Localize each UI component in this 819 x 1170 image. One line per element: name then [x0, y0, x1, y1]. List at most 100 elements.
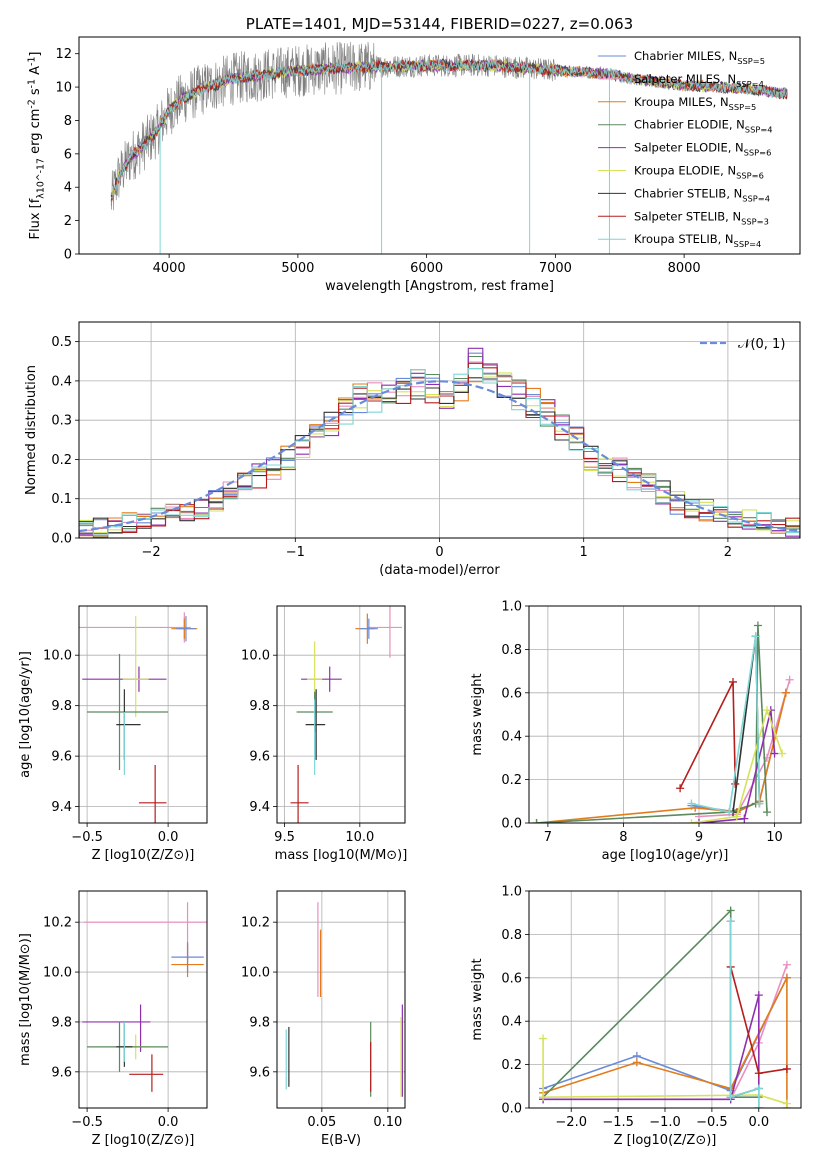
plot-area [539, 906, 791, 1108]
x-tick-label: 10 [766, 830, 783, 845]
legend-label: 𝒩(0, 1) [738, 337, 785, 352]
normal-curve [79, 380, 800, 533]
residual-histogram [79, 367, 800, 538]
weight-marker [782, 1099, 791, 1108]
age-vs-mass-panel: 9.5 10.0 9.4 9.6 9.8 10.0 mass [log10(M/M⊙)] [241, 605, 408, 863]
x-tick-label: −2.0 [555, 1115, 587, 1130]
y-tick-label: 9.4 [51, 800, 72, 815]
x-tick-label: 0.05 [307, 1115, 336, 1130]
axes-border [528, 605, 802, 824]
x-tick-label: 4000 [153, 261, 186, 276]
y-tick-label: 6 [64, 147, 72, 162]
y-tick-label: 0.0 [501, 1102, 522, 1117]
y-tick-label: 10.0 [241, 649, 270, 664]
legend-label: Kroupa MILES, NSSP=5 [634, 95, 756, 112]
y-tick-label: 9.8 [51, 699, 72, 714]
weight-marker [754, 1069, 763, 1078]
weight-marker [785, 675, 794, 684]
mass-weight-vs-metallicity-panel: −2.0 −1.5 −1.0 −0.5 0.0 0.0 0.2 0.4 0.6 0.8 1.0 Z [… [470, 885, 802, 1148]
y-axis-label: age [log10(age/yr)] [18, 651, 33, 778]
legend-label: Salpeter ELODIE, NSSP=6 [634, 141, 771, 158]
errorbar-point [367, 606, 402, 658]
weight-marker [753, 621, 762, 630]
weight-marker [770, 749, 779, 758]
x-tick-label: 8000 [668, 261, 701, 276]
y-tick-label: 0.8 [501, 643, 522, 658]
weight-marker [782, 973, 791, 982]
legend-label: Chabrier STELIB, NSSP=4 [634, 186, 770, 203]
weight-line [691, 636, 761, 814]
weight-marker [778, 749, 787, 758]
weight-marker [726, 1093, 735, 1102]
x-tick-label: 5000 [281, 261, 314, 276]
weight-marker [754, 991, 763, 1000]
y-tick-label: 0 [64, 248, 72, 263]
x-tick-label: −0.5 [71, 1115, 103, 1130]
x-tick-label: 6000 [410, 261, 443, 276]
weight-marker [740, 814, 749, 823]
legend-label: Kroupa STELIB, NSSP=4 [634, 232, 761, 249]
y-axis-label: Normed distribution [24, 365, 39, 495]
x-axis-label: wavelength [Angstrom, rest frame] [325, 279, 554, 294]
legend-label: Chabrier MILES, NSSP=5 [634, 49, 765, 66]
y-tick-label: 0.2 [501, 773, 522, 788]
y-tick-label: 4 [64, 181, 72, 196]
y-axis-label: Flux [fλ10^-17 erg cm-2 s-1 A-1] [26, 51, 46, 239]
model-spectrum [110, 57, 788, 199]
y-tick-label: 9.8 [249, 699, 270, 714]
errorbar-point [82, 1004, 151, 1052]
x-tick-label: 0.0 [158, 1115, 179, 1130]
errorbar-point [83, 902, 207, 960]
y-tick-label: 2 [64, 214, 72, 229]
mass-vs-metallicity-panel: −0.5 0.0 9.6 9.8 10.0 10.2 Z [log10(Z/Z⊙)] mass… [18, 890, 208, 1148]
x-tick-label: 9.5 [274, 830, 295, 845]
y-tick-label: 9.4 [249, 800, 270, 815]
weight-line [543, 994, 760, 1108]
x-tick-label: 8 [619, 830, 627, 845]
axes-frame: −0.5 0.0 9.6 9.8 10.0 10.2 Z [log10(Z/Z⊙)] mass… [18, 890, 208, 1148]
axes-frame: −0.5 0.0 9.4 9.6 9.8 10.0 Z [log10(Z/Z⊙)] age [… [18, 605, 208, 863]
legend-label: Kroupa ELODIE, NSSP=6 [634, 164, 764, 181]
y-tick-label: 1.0 [501, 885, 522, 900]
y-axis-label: mass weight [470, 673, 485, 755]
axes-frame: −2 −1 0 1 2 0.0 0.1 0.2 0.3 0.4 0.5 (data-model)/er… [24, 321, 801, 578]
plot-area [110, 41, 788, 254]
errorbar-point [138, 764, 167, 823]
y-tick-label: 9.6 [249, 750, 270, 765]
y-tick-label: 9.6 [51, 750, 72, 765]
weight-marker [732, 812, 741, 821]
x-tick-label: −0.5 [696, 1115, 728, 1130]
weight-marker [754, 1104, 763, 1108]
x-axis-label: (data-model)/error [379, 563, 500, 578]
y-tick-label: 0.1 [51, 492, 72, 507]
plot-area [79, 612, 198, 823]
x-axis-label: Z [log10(Z/Z⊙)] [614, 1133, 717, 1148]
x-tick-label: 0.0 [748, 1115, 769, 1130]
x-tick-label: 10.0 [345, 830, 374, 845]
y-tick-label: 0.2 [51, 453, 72, 468]
errorbar-point [79, 612, 191, 643]
y-tick-label: 0.2 [501, 1058, 522, 1073]
x-tick-label: −1.5 [602, 1115, 634, 1130]
weight-marker [539, 1034, 548, 1043]
weight-marker [687, 799, 696, 808]
legend-label: Salpeter MILES, NSSP=4 [634, 72, 764, 89]
y-tick-label: 1.0 [501, 600, 522, 615]
x-tick-label: 9 [695, 830, 703, 845]
x-axis-label: mass [log10(M/M⊙)] [275, 848, 408, 863]
spectrum-panel: 4000 5000 6000 7000 8000 0 2 4 6 8 10 12 wavelength … [26, 15, 801, 294]
y-tick-label: 9.8 [249, 1015, 270, 1030]
plot-area [532, 621, 794, 823]
axes-border [78, 890, 208, 1109]
x-tick-label: 0.10 [373, 1115, 402, 1130]
axes-border [78, 605, 208, 824]
axes-frame: 9.5 10.0 9.4 9.6 9.8 10.0 mass [log10(M/M⊙)] [241, 605, 408, 863]
plot-area [82, 902, 207, 1092]
y-tick-label: 10.0 [241, 966, 270, 981]
weight-line [698, 710, 776, 823]
x-tick-label: 7 [544, 830, 552, 845]
x-tick-label: −1 [286, 545, 305, 560]
y-tick-label: 9.8 [51, 1015, 72, 1030]
axes-border [276, 890, 406, 1109]
